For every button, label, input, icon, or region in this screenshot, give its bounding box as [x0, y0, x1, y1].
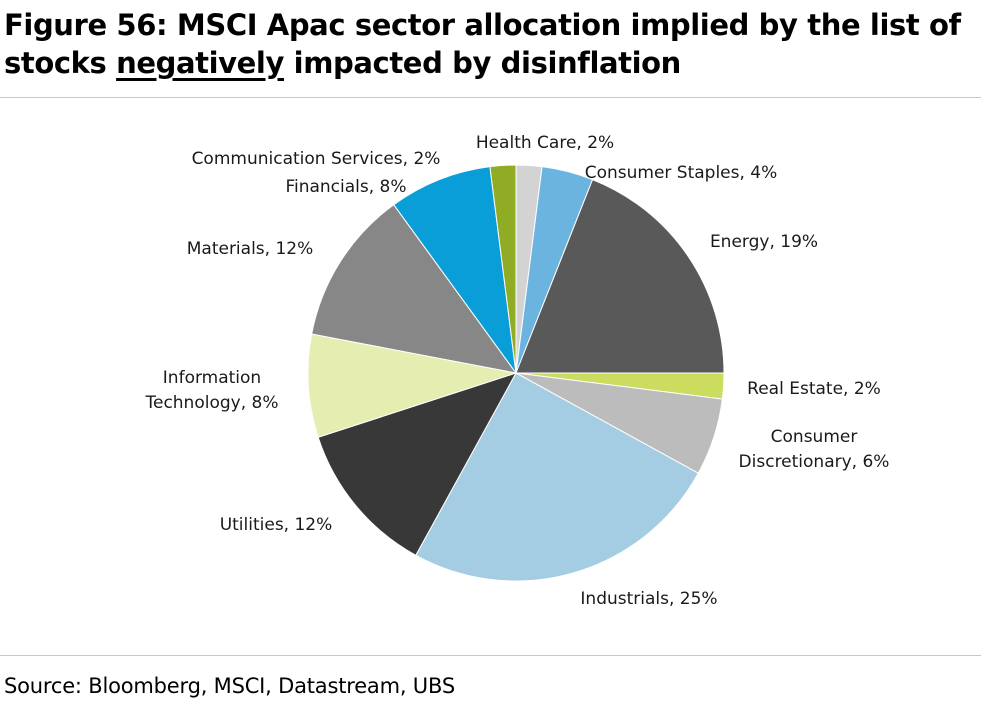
pie-slice-information-technology	[307, 333, 517, 438]
pie-labels: Health Care, 2% Consumer Staples, 4% Energ…	[144, 133, 889, 609]
pie-label-health-care: Health Care, 2%	[476, 133, 614, 153]
pie-label-consumer-staples: Consumer Staples, 4%	[585, 163, 778, 183]
pie-label-information-technology: Information Technology, 8%	[144, 368, 278, 413]
chart-title: Figure 56: MSCI Apac sector allocation i…	[4, 6, 989, 82]
title-emphasis: negatively	[116, 46, 284, 80]
title-text-before: Figure 56: MSCI Apac sector allocation i…	[4, 8, 961, 80]
bottom-divider	[0, 655, 981, 656]
pie-label-real-estate: Real Estate, 2%	[747, 379, 881, 399]
title-text-after: impacted by disinflation	[283, 46, 682, 80]
pie-label-materials: Materials, 12%	[187, 239, 314, 259]
pie-slice-materials	[311, 204, 518, 374]
pie-label-utilities: Utilities, 12%	[220, 515, 333, 535]
pie-label-communication-services: Communication Services, 2%	[192, 149, 441, 169]
pie-label-financials: Financials, 8%	[285, 177, 406, 197]
pie-slices	[307, 164, 725, 582]
top-divider	[0, 97, 981, 98]
pie-chart: Health Care, 2% Consumer Staples, 4% Energ…	[144, 133, 889, 609]
source-note: Source: Bloomberg, MSCI, Datastream, UBS	[4, 674, 455, 698]
pie-slice-financials	[393, 166, 517, 374]
pie-label-industrials: Industrials, 25%	[580, 589, 717, 609]
pie-label-consumer-discretionary: Consumer Discretionary, 6%	[739, 427, 890, 472]
pie-slice-communication-services	[489, 164, 517, 374]
pie-slice-energy	[515, 178, 725, 374]
pie-slice-utilities	[317, 372, 518, 556]
pie-label-energy: Energy, 19%	[710, 232, 818, 252]
pie-slice-industrials	[415, 372, 699, 582]
